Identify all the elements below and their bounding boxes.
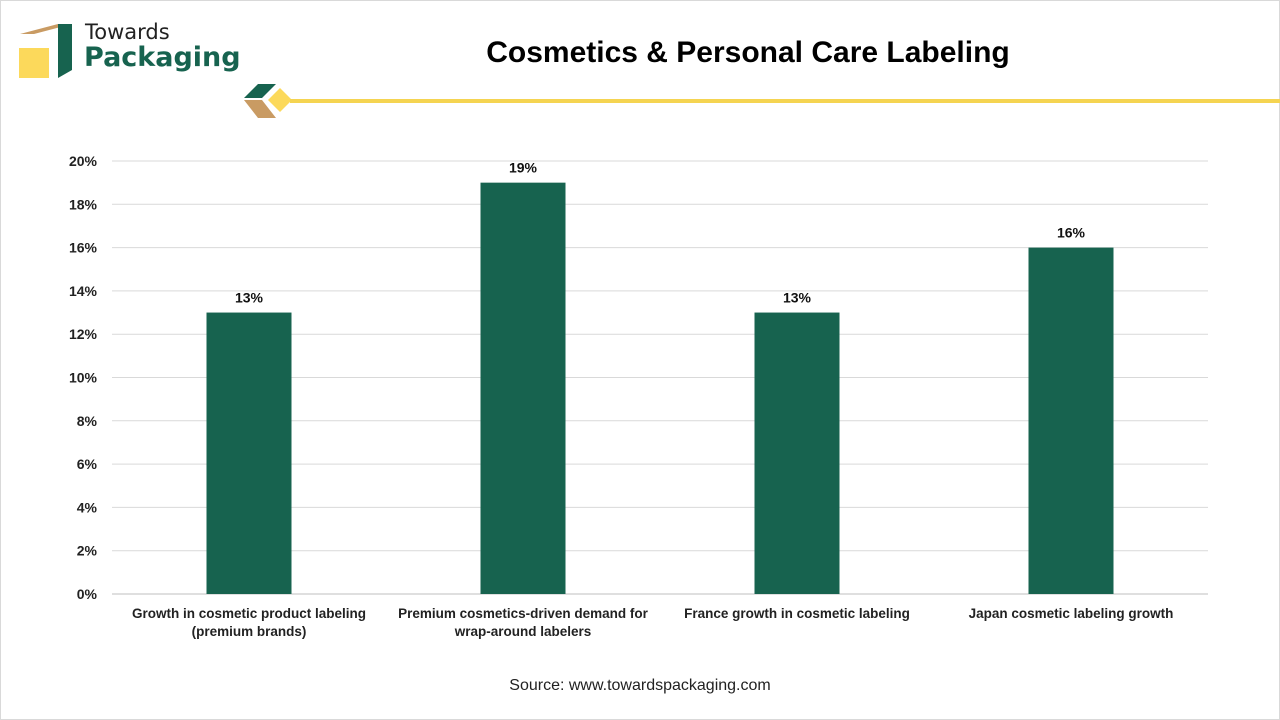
- source-note: Source: www.towardspackaging.com: [509, 677, 771, 694]
- brand-line1: Towards: [85, 20, 170, 44]
- x-tick-label: Growth in cosmetic product labeling (pre…: [131, 606, 367, 639]
- logo-icon: [19, 24, 72, 78]
- bar: [206, 312, 292, 594]
- title-underline-decoration: [244, 84, 1280, 118]
- y-tick-label: 6%: [77, 456, 98, 472]
- y-tick-label: 16%: [69, 240, 98, 256]
- y-tick-label: 10%: [69, 370, 98, 386]
- data-label: 13%: [235, 290, 264, 306]
- x-tick-label: France growth in cosmetic labeling: [684, 606, 910, 621]
- bar: [1028, 247, 1114, 594]
- data-label: 13%: [783, 290, 812, 306]
- bar: [480, 182, 566, 594]
- bar: [754, 312, 840, 594]
- y-tick-label: 14%: [69, 283, 98, 299]
- y-tick-label: 12%: [69, 326, 98, 342]
- data-label: 19%: [509, 160, 538, 176]
- chart-title: Cosmetics & Personal Care Labeling: [486, 36, 1010, 69]
- y-tick-label: 20%: [69, 153, 98, 169]
- y-tick-label: 2%: [77, 543, 98, 559]
- data-label: 16%: [1057, 225, 1086, 241]
- x-tick-label: Japan cosmetic labeling growth: [968, 606, 1174, 621]
- y-tick-label: 18%: [69, 196, 98, 212]
- y-tick-label: 0%: [77, 586, 98, 602]
- x-tick-label: Premium cosmetics-driven demand for wrap…: [398, 606, 648, 639]
- y-tick-label: 4%: [77, 499, 98, 515]
- y-tick-label: 8%: [77, 413, 98, 429]
- brand-line2: Packaging: [84, 42, 241, 73]
